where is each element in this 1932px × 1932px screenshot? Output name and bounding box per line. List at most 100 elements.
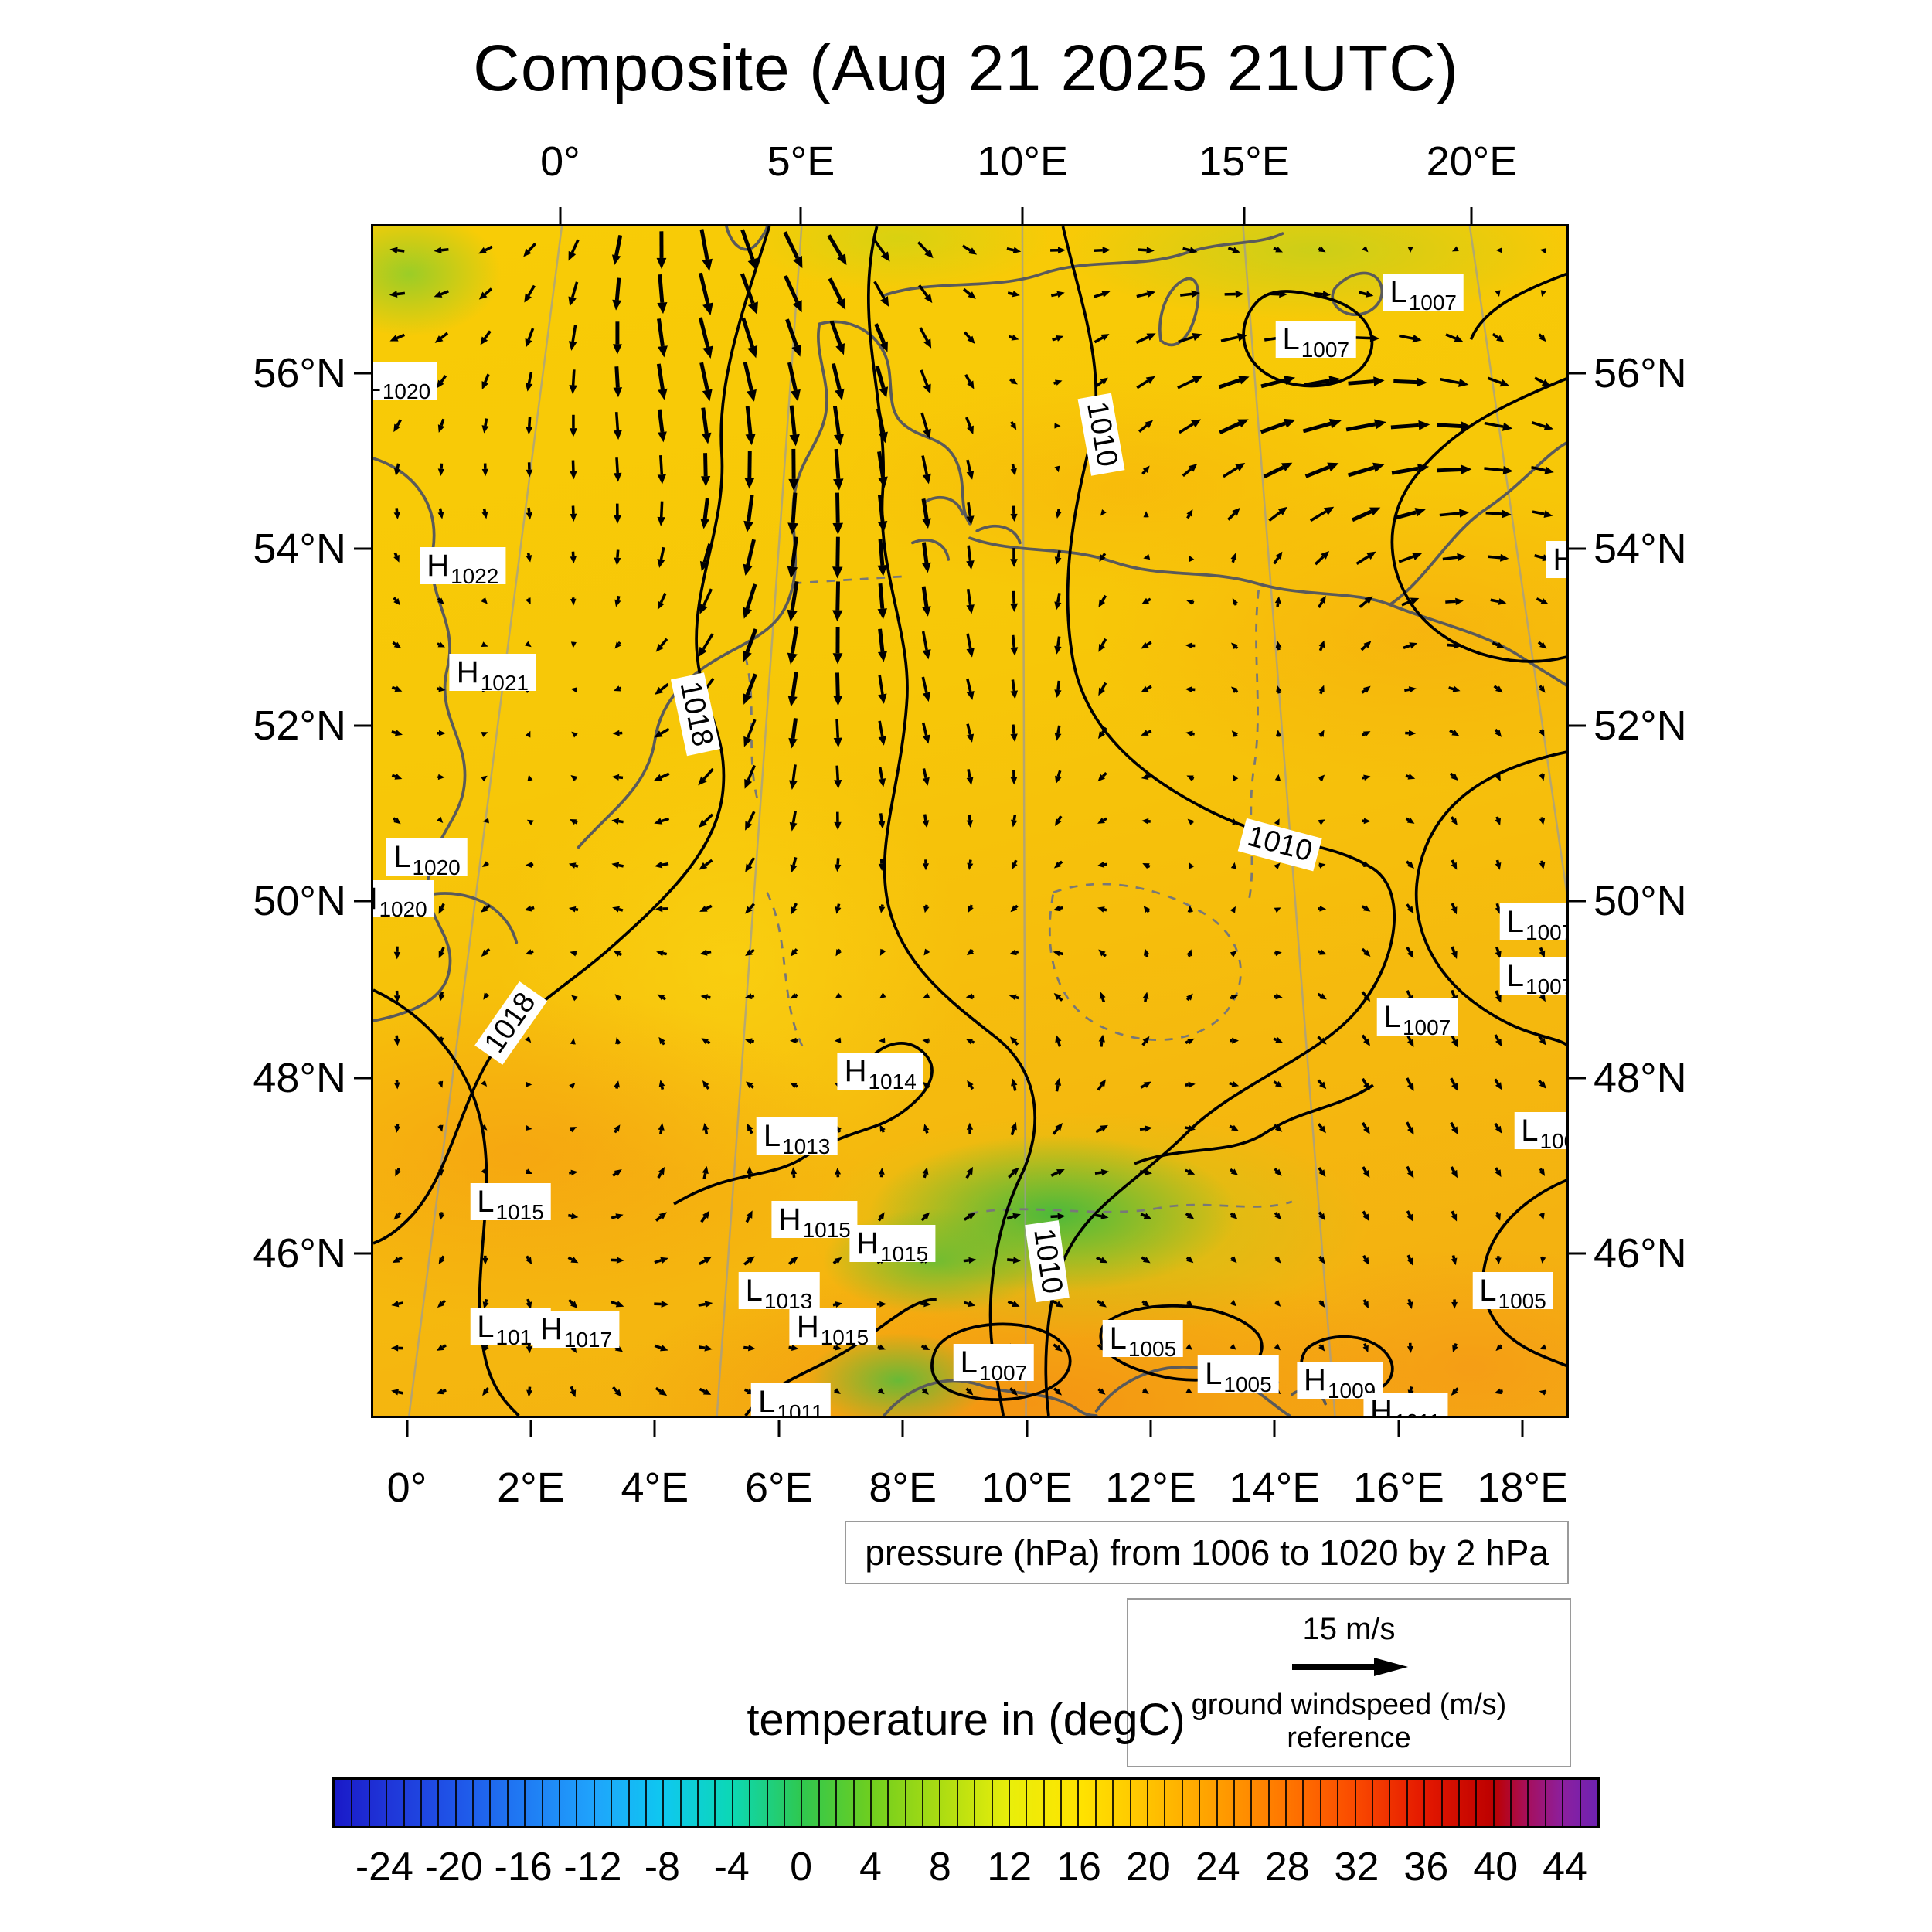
wind-arrow [968,859,972,864]
wind-arrow [1230,1212,1234,1216]
wind-arrow-head [569,385,577,395]
wind-arrow-head [877,564,888,577]
wind-arrow-head [879,1301,887,1308]
wind-arrow-head [1362,1213,1370,1222]
wind-arrow-head [698,646,707,658]
wind-arrow [1274,1256,1278,1260]
wind-arrow [1407,1298,1412,1303]
wind-arrow-head [1146,290,1156,298]
wind-arrow-head [1541,379,1551,386]
axis-tick-mark [777,1420,781,1437]
wind-arrow-head [1232,507,1240,516]
colorbar-tick-label: -8 [644,1845,680,1889]
wind-arrow-head [747,1123,753,1131]
wind-arrow-head [1539,248,1547,254]
wind-arrow [1101,998,1106,1003]
wind-arrow [441,1344,447,1349]
wind-arrow [1362,1166,1367,1172]
wind-arrow [614,235,623,257]
wind-arrow-head [747,345,758,359]
wind-arrow [1495,990,1500,997]
wind-arrow [1056,1041,1062,1047]
wind-arrow-head [791,906,798,915]
wind-arrow-head [1274,950,1282,957]
isobar-path [930,1322,1072,1401]
wind-arrow [1006,1215,1015,1220]
wind-arrow-head [788,478,799,491]
wind-arrow [1318,734,1322,738]
wind-arrow [1057,815,1063,821]
wind-arrow [923,814,927,821]
wind-arrow [743,1345,749,1350]
wind-arrow [1437,423,1461,429]
wind-arrow-head [1406,1301,1413,1309]
wind-arrow-head [482,1301,489,1309]
wind-arrow-head [1544,466,1554,474]
wind-arrow-head [966,470,975,480]
wind-arrow [1393,379,1417,385]
wind-arrow-head [1540,290,1546,297]
wind-arrow-head [614,1168,622,1176]
axis-tick-label: 56°N [1594,350,1687,397]
wind-arrow-head [967,1213,976,1220]
wind-arrow-head [524,905,532,912]
wind-arrow [1439,512,1460,517]
wind-arrow [1101,553,1107,557]
wind-arrow-head [1274,1300,1281,1307]
pressure-center-label: H1022 [420,546,506,587]
wind-arrow [440,290,449,296]
wind-arrow-head [1274,1124,1283,1132]
wind-arrow [747,495,754,522]
isobar-path [1044,226,1396,1416]
colorbar-segment-line [386,1780,388,1826]
wind-arrow [921,722,928,736]
wind-arrow-head [481,775,488,782]
colorbar-segment-line [1077,1780,1080,1826]
wind-arrow [964,331,971,339]
wind-arrow [1362,1254,1367,1260]
isobar-path [1414,750,1566,1046]
wind-arrow [1492,641,1498,647]
wind-arrow-head [1461,464,1472,474]
wind-arrow-head [525,597,531,605]
wind-arrow-head [1099,1079,1107,1087]
wind-arrow-head [1362,1301,1369,1309]
wind-arrow-head [1237,419,1249,428]
wind-arrow-head [1187,1038,1195,1045]
wind-arrow-head [1502,422,1513,431]
wind-arrow [965,1387,970,1392]
colorbar-segment-line [974,1780,976,1826]
wind-arrow-head [699,949,708,956]
wind-arrow [740,229,755,260]
wind-arrow-head [877,608,888,620]
axis-tick-label: 48°N [253,1054,346,1101]
axis-tick-label: 10°E [981,1464,1073,1511]
wind-arrow-head [744,778,753,789]
pressure-center-letter: L [1282,322,1300,357]
wind-arrow-head [526,1301,532,1310]
wind-arrow-head [394,730,403,736]
wind-arrow [661,817,670,823]
pressure-center-value: 1015 [495,1199,544,1224]
wind-arrow [1454,1387,1459,1392]
wind-arrow [965,417,972,427]
axis-tick-label: 54°N [1594,526,1687,573]
wind-arrow-head [1457,553,1467,562]
wind-arrow [610,1300,617,1305]
wind-arrow-head [481,861,489,867]
pressure-center-label: L1013 [738,1272,820,1313]
wind-arrow-head [746,1210,753,1219]
wind-arrow [701,407,709,434]
colorbar-title: temperature in (degC) [747,1695,1185,1745]
wind-arrow-head [1189,464,1198,472]
wind-arrow [1403,644,1411,649]
wind-arrow-head [569,1082,576,1090]
wind-arrow [966,633,972,649]
wind-arrow-head [614,1345,624,1352]
wind-arrow-head [657,345,668,358]
graticule-line [1021,226,1027,1416]
wind-arrow-head [612,299,622,311]
wind-arrow-head [568,341,577,351]
wind-arrow [1534,376,1544,384]
pressure-center-label: L1020 [386,838,468,879]
